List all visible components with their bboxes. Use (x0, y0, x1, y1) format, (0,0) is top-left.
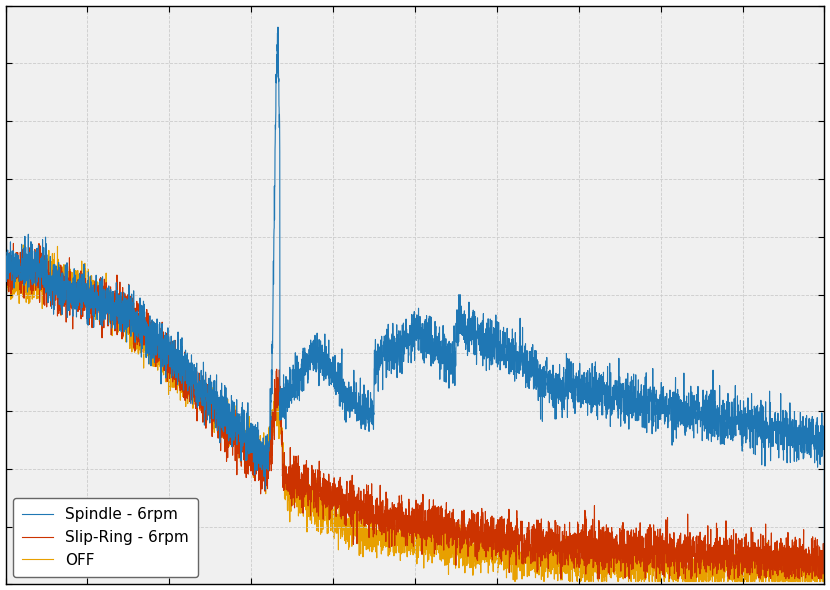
OFF (492, 548, 502, 555)
Slip-Ring - 6rpm (612, 556, 622, 563)
Slip-Ring - 6rpm (534, 528, 544, 535)
Slip-Ring - 6rpm (314, 503, 324, 510)
Slip-Ring - 6rpm (492, 549, 502, 556)
Line: Slip-Ring - 6rpm: Slip-Ring - 6rpm (6, 244, 824, 579)
Spindle - 6rpm (819, 569, 829, 576)
OFF (314, 493, 324, 500)
OFF (612, 556, 622, 563)
OFF (819, 578, 829, 585)
OFF (510, 578, 520, 585)
Slip-Ring - 6rpm (149, 333, 159, 340)
Spindle - 6rpm (674, 398, 684, 405)
Slip-Ring - 6rpm (1, 272, 11, 279)
Spindle - 6rpm (534, 397, 544, 404)
OFF (674, 573, 684, 580)
Slip-Ring - 6rpm (8, 240, 18, 247)
OFF (18, 241, 28, 248)
Spindle - 6rpm (1, 258, 11, 266)
Spindle - 6rpm (149, 336, 159, 343)
Legend: Spindle - 6rpm, Slip-Ring - 6rpm, OFF: Spindle - 6rpm, Slip-Ring - 6rpm, OFF (13, 498, 198, 577)
Line: OFF: OFF (6, 245, 824, 582)
OFF (534, 558, 544, 565)
OFF (149, 359, 159, 366)
Slip-Ring - 6rpm (819, 560, 829, 567)
Spindle - 6rpm (314, 345, 324, 352)
Slip-Ring - 6rpm (556, 575, 566, 582)
Spindle - 6rpm (492, 344, 502, 351)
Slip-Ring - 6rpm (674, 572, 684, 579)
OFF (1, 274, 11, 281)
Line: Spindle - 6rpm: Spindle - 6rpm (6, 27, 824, 573)
Spindle - 6rpm (273, 24, 283, 31)
Spindle - 6rpm (612, 396, 622, 403)
